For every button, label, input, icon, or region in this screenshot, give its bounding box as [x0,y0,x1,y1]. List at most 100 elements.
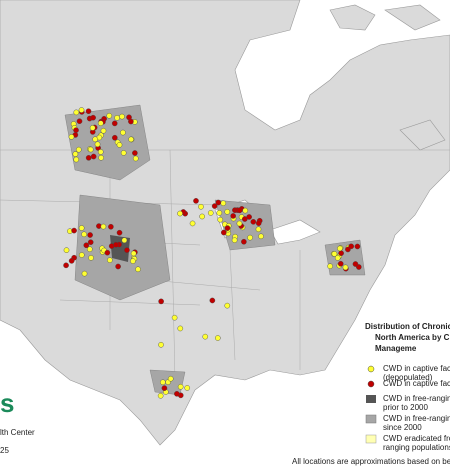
captive-depopulated-dot [177,383,184,390]
captive-depopulated-dot [63,247,70,254]
legend-title: Distribution of Chronic [365,322,450,331]
captive-depopulated-dot [100,223,107,230]
captive-depopulated-dot [216,210,223,216]
captive-dot [68,258,75,264]
captive-dot [354,243,361,250]
legend-swatch [365,414,377,424]
captive-depopulated-dot [78,107,85,113]
captive-depopulated-dot [327,263,333,269]
captive-depopulated-dot [160,379,166,386]
legend-swatch [367,365,375,373]
captive-depopulated-dot [92,136,98,143]
captive-depopulated-dot [130,250,137,257]
captive-depopulated-dot [78,252,85,258]
legend-box [362,318,450,456]
captive-depopulated-dot [135,266,141,273]
captive-depopulated-dot [236,220,243,227]
captive-depopulated-dot [81,231,87,238]
captive-dot [112,134,118,141]
captive-depopulated-dot [189,220,196,227]
captive-depopulated-dot [242,207,249,214]
captive-depopulated-dot [94,141,101,148]
captive-dot [115,263,121,270]
dots [63,107,362,399]
credit: lth Center [0,428,35,437]
captive-dot [113,241,119,248]
captive-dot [242,216,248,222]
captive-depopulated-dot [157,392,164,399]
legend-label: CWD in free-ranging [383,414,450,423]
captive-depopulated-dot [78,225,85,231]
legend-label: prior to 2000 [383,403,428,412]
legend-label: (depopulated) [383,373,433,382]
legend-label: CWD in captive facili [383,379,450,388]
captive-depopulated-dot [198,203,204,210]
captive-depopulated-dot [87,146,94,153]
captive-dot [132,150,138,156]
legend-label: CWD in captive facili [383,364,450,373]
captive-depopulated-dot [337,245,343,252]
captive-dot [87,232,93,238]
captive-dot [221,229,227,236]
credit: 25 [0,446,9,455]
captive-dot [158,298,164,305]
captive-dot [211,203,218,209]
captive-dot [230,213,236,219]
captive-depopulated-dot [255,226,262,233]
captive-depopulated-dot [177,210,183,217]
captive-depopulated-dot [116,142,123,148]
captive-dot [116,229,123,236]
legend-swatch [366,395,376,403]
captive-depopulated-dot [214,335,221,341]
cwd-region [64,104,151,181]
captive-depopulated-dot [88,255,94,261]
captive-dot [71,227,77,234]
captive-depopulated-dot [73,156,80,163]
captive-depopulated-dot [97,120,104,127]
legend-label: ranging populations [383,443,450,452]
captive-depopulated-dot [120,129,126,136]
islands [329,4,446,151]
legend-title: Manageme [375,344,417,353]
captive-depopulated-dot [334,255,341,261]
captive-dot [108,223,114,230]
captive-depopulated-dot [72,151,79,157]
logo: s [0,388,14,418]
captive-dot [85,108,92,115]
legend-label: CWD in free-ranging [383,394,450,403]
captive-depopulated-dot [68,134,75,140]
captive-dot [209,297,216,304]
captive-depopulated-dot [258,233,264,240]
captive-depopulated-dot [171,314,178,321]
captive-depopulated-dot [224,302,231,309]
legend-swatch [367,380,375,388]
captive-depopulated-dot [342,264,349,271]
captive-depopulated-dot [121,237,128,244]
captive-dot [124,247,130,253]
captive-dot [224,225,231,231]
captive-depopulated-dot [231,237,238,244]
captive-dot [104,249,111,256]
captive-depopulated-dot [207,210,214,216]
captive-dot [241,238,247,245]
captive-depopulated-dot [114,115,120,121]
captive-depopulated-dot [247,234,253,241]
captive-depopulated-dot [132,155,139,162]
legend: Distribution of Chronic North America by … [365,322,450,452]
captive-depopulated-dot [89,125,96,131]
captive-depopulated-dot [100,127,107,134]
captive-dot [111,120,118,127]
captive-depopulated-dot [184,385,191,391]
captive-dot [87,239,94,246]
captive-dot [83,242,90,249]
captive-depopulated-dot [106,112,113,119]
captive-depopulated-dot [97,149,104,155]
captive-depopulated-dot [220,200,227,207]
captive-depopulated-dot [199,213,205,220]
captive-dot [161,385,168,391]
captive-depopulated-dot [98,154,104,161]
captive-dot [90,153,97,160]
captive-depopulated-dot [177,325,184,332]
captive-depopulated-dot [75,146,82,153]
